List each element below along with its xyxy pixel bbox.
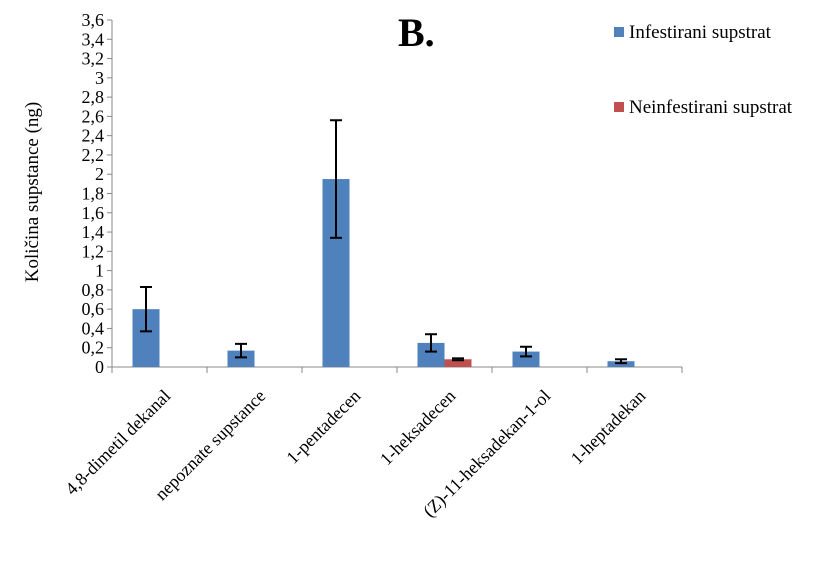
y-tick-label: 0,6 — [82, 299, 105, 319]
y-tick-label: 1,2 — [82, 241, 105, 261]
legend-label: Neinfestirani supstrat — [629, 97, 793, 118]
category-label: 1-pentadecen — [282, 386, 364, 468]
y-tick-label: 2 — [95, 164, 104, 184]
category-label: 1-heptadekan — [567, 386, 650, 469]
error-bar-0-4 — [520, 345, 532, 358]
error-bar-0-5 — [615, 358, 627, 365]
bar-neinfestirani-3 — [444, 359, 472, 367]
y-tick-label: 3,2 — [82, 49, 105, 69]
y-tick-label: 1,4 — [82, 222, 105, 242]
error-bar-0-3 — [425, 333, 437, 353]
legend-swatch — [614, 27, 624, 37]
y-tick-label: 0,4 — [82, 318, 105, 338]
y-tick-label: 3,4 — [82, 29, 105, 49]
legend-swatch — [614, 102, 624, 112]
error-bar-1-3 — [452, 357, 464, 362]
bar-infestirani-4 — [512, 351, 540, 367]
x-axis — [111, 366, 683, 373]
y-axis-title: Količina supstance (ng) — [22, 102, 43, 282]
panel-label: B. — [398, 10, 435, 55]
y-tick-label: 1 — [95, 261, 104, 281]
category-label: 4,8-dimetil dekanal — [61, 386, 174, 499]
y-axis: 00,20,40,60,811,21,41,61,822,22,42,62,83… — [82, 10, 113, 377]
y-tick-label: 0 — [95, 357, 104, 377]
y-tick-label: 2,4 — [82, 126, 105, 146]
y-tick-label: 2,2 — [82, 145, 105, 165]
error-bar-0-0 — [140, 285, 152, 333]
y-tick-label: 0,2 — [82, 338, 105, 358]
y-tick-label: 3,6 — [82, 10, 105, 30]
error-bar-0-2 — [330, 119, 342, 239]
y-tick-label: 1,6 — [82, 203, 105, 223]
bars — [132, 119, 635, 367]
category-label: 1-heksadecen — [376, 386, 459, 469]
y-tick-label: 3 — [95, 68, 104, 88]
bar-infestirani-1 — [227, 350, 255, 367]
legend: Infestirani supstrat Neinfestirani supstr… — [614, 22, 793, 118]
error-bar-0-1 — [235, 342, 247, 359]
y-tick-label: 2,8 — [82, 87, 105, 107]
y-tick-label: 2,6 — [82, 106, 105, 126]
legend-label: Infestirani supstrat — [629, 22, 772, 43]
y-tick-label: 0,8 — [82, 280, 105, 300]
y-tick-label: 1,8 — [82, 184, 105, 204]
